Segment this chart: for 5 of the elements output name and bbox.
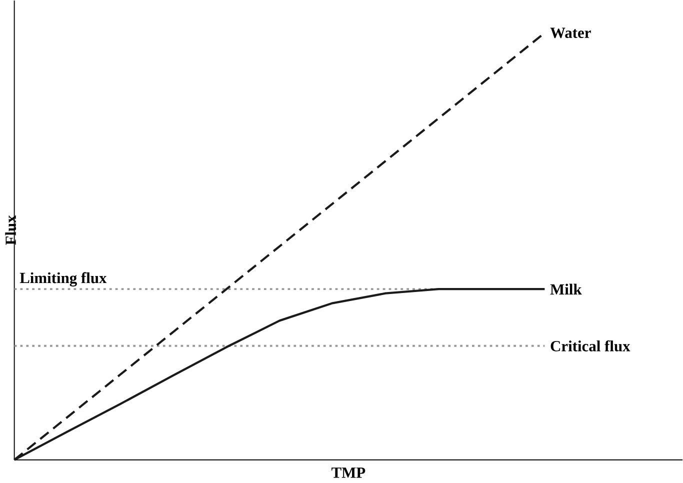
series-label: Milk xyxy=(550,284,582,294)
x-axis-title: TMP xyxy=(332,468,366,478)
ref-line-label: Limiting flux xyxy=(20,272,107,287)
ref-line-label: Critical flux xyxy=(550,340,630,352)
series-label: Water xyxy=(550,28,591,38)
